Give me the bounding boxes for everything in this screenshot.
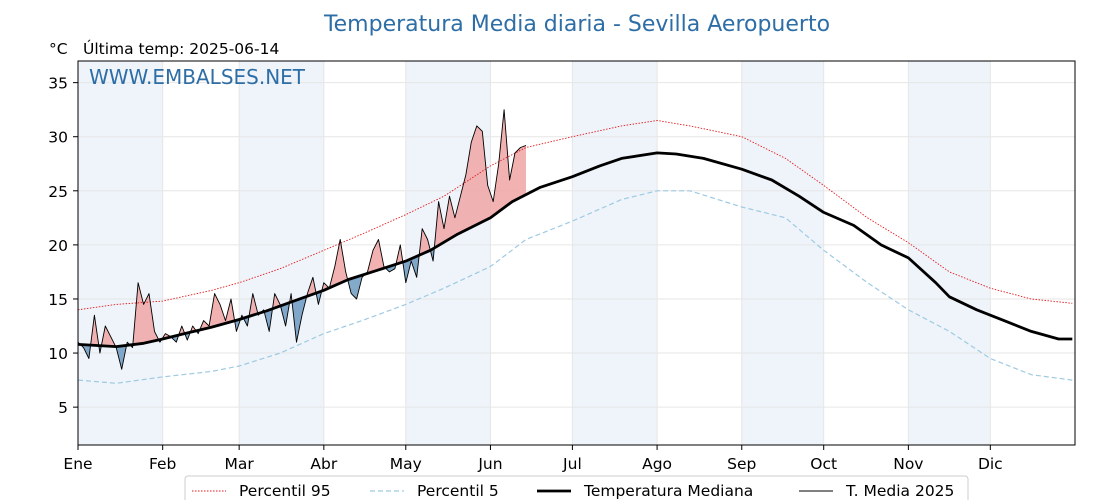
y-axis: 5 10 15 20 25 30 35: [48, 75, 78, 417]
series-percentil-5: [77, 190, 1073, 384]
month-shade-band: [78, 61, 163, 445]
chart-title: Temperatura Media diaria - Sevilla Aerop…: [323, 12, 830, 37]
last-temp-label: Última temp: 2025-06-14: [83, 39, 279, 58]
month-shade-band: [741, 61, 824, 445]
x-tick-label: Nov: [893, 455, 923, 473]
below-median-fill: [264, 308, 273, 332]
plot-frame: [77, 60, 1076, 446]
legend-label-year: T. Media 2025: [845, 482, 954, 500]
grid: [77, 61, 1075, 445]
x-tick-label: Ene: [63, 455, 92, 473]
y-tick-label: 20: [48, 237, 68, 255]
above-median-fill: [249, 293, 258, 317]
month-shade-band: [239, 61, 324, 445]
x-axis: Ene Feb Mar Abr May Jun Jul Ago Sep Oct Nov Dic: [63, 445, 1003, 473]
x-tick-label: Sep: [727, 455, 756, 473]
above-median-fill: [419, 228, 431, 256]
x-tick-label: Mar: [225, 455, 255, 473]
above-median-fill: [329, 239, 348, 288]
y-tick-label: 35: [48, 75, 68, 93]
legend-label-p5: Percentil 5: [417, 482, 499, 500]
plot-area: [77, 61, 1075, 445]
legend-label-p95: Percentil 95: [239, 482, 331, 500]
legend-label-median: Temperatura Mediana: [583, 482, 753, 500]
month-shade-band: [572, 61, 658, 445]
y-tick-label: 10: [48, 345, 68, 363]
below-median-fill: [280, 302, 290, 326]
y-tick-label: 30: [48, 129, 68, 147]
watermark-text: WWW.EMBALSES.NET: [89, 65, 306, 89]
legend-frame: [184, 475, 969, 500]
x-tick-label: Ago: [642, 455, 672, 473]
above-median-fill: [199, 293, 235, 330]
below-median-fill: [316, 291, 322, 305]
above-median-fill: [132, 282, 159, 345]
series-lines: [77, 109, 1073, 384]
month-shading: [78, 61, 991, 445]
month-shade-band: [405, 61, 491, 445]
above-median-fill: [434, 109, 526, 248]
x-tick-label: Jun: [477, 455, 502, 473]
unit-label: °C: [49, 40, 68, 58]
x-tick-label: Jul: [562, 455, 582, 473]
x-tick-label: Oct: [810, 455, 837, 473]
below-median-fill: [115, 345, 127, 370]
series-t-media-2025: [77, 109, 527, 370]
legend: Percentil 95 Percentil 5 Temperatura Med…: [184, 475, 969, 500]
x-tick-label: Feb: [149, 455, 176, 473]
month-shade-band: [908, 61, 991, 445]
x-tick-label: May: [390, 455, 422, 473]
y-tick-label: 15: [48, 291, 68, 309]
x-tick-label: Dic: [978, 455, 1003, 473]
above-median-fill: [395, 244, 403, 265]
y-tick-label: 25: [48, 183, 68, 201]
y-tick-label: 5: [58, 399, 68, 417]
x-tick-label: Abr: [310, 455, 337, 473]
above-median-fill: [101, 326, 116, 347]
above-median-fill: [90, 315, 99, 346]
